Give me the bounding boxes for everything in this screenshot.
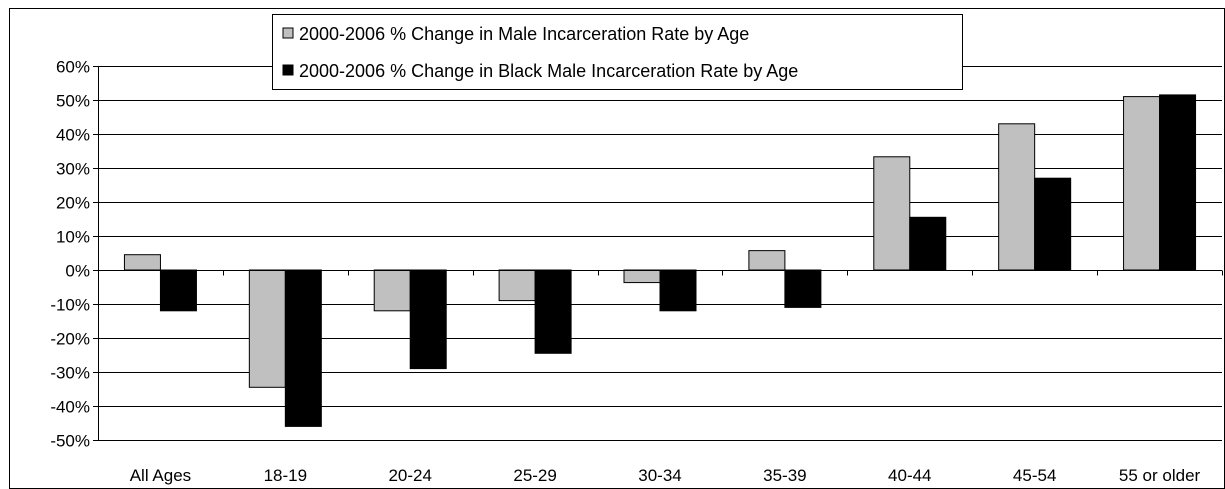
x-tick-label: 18-19: [264, 466, 307, 485]
bar-male: [123, 254, 161, 271]
legend-swatch-male: [282, 27, 294, 39]
y-axis-tick-labels: -50% -40% -30% -20% -10% 0% 10% 20% 30% 40% 50% 60%: [50, 58, 90, 451]
x-axis-tick-labels: All Ages 18-19 20-24 25-29 30-34 35-39 40-44 45…: [130, 466, 1201, 485]
bar-male: [998, 123, 1036, 271]
x-tick-label: 55 or older: [1119, 466, 1201, 485]
legend: 2000-2006 % Change in Male Incarceration…: [272, 14, 963, 90]
bar-black-male: [534, 269, 572, 354]
bar-male: [1123, 96, 1161, 271]
y-tick-label: 0%: [65, 262, 90, 281]
bar-black-male: [409, 269, 447, 370]
bar-male: [623, 269, 661, 284]
y-tick-label: 40%: [56, 126, 90, 145]
y-tick-label: 20%: [56, 194, 90, 213]
y-tick-label: -30%: [50, 364, 90, 383]
bar-black-male: [909, 216, 947, 271]
legend-label-black-male: 2000-2006 % Change in Black Male Incarce…: [299, 61, 798, 81]
y-tick-label: -40%: [50, 398, 90, 417]
bar-black-male: [784, 269, 822, 308]
y-tick-label: -20%: [50, 330, 90, 349]
legend-box: [272, 14, 963, 90]
x-tick-label: 20-24: [388, 466, 431, 485]
y-tick-label: 50%: [56, 92, 90, 111]
bar-male: [748, 250, 786, 271]
x-tick-label: 35-39: [763, 466, 806, 485]
x-tick-label: 40-44: [888, 466, 931, 485]
bar-black-male: [284, 269, 322, 427]
y-tick-label: 60%: [56, 58, 90, 77]
y-tick-label: -50%: [50, 432, 90, 451]
legend-swatch-black-male: [282, 64, 294, 76]
x-tick-label: All Ages: [130, 466, 191, 485]
bars: [123, 94, 1197, 427]
bar-male: [498, 269, 536, 302]
x-tick-label: 30-34: [638, 466, 681, 485]
bar-black-male: [159, 269, 197, 312]
y-tick-label: 30%: [56, 160, 90, 179]
bar-black-male: [659, 269, 697, 312]
bar-male: [873, 156, 911, 271]
axes: [93, 66, 1223, 441]
y-tick-label: -10%: [50, 296, 90, 315]
bar-male: [248, 269, 286, 388]
y-tick-label: 10%: [56, 228, 90, 247]
bar-male: [373, 269, 411, 312]
legend-label-male: 2000-2006 % Change in Male Incarceration…: [299, 24, 749, 44]
x-tick-label: 25-29: [513, 466, 556, 485]
bar-black-male: [1159, 94, 1197, 271]
bar-black-male: [1034, 177, 1072, 271]
x-tick-label: 45-54: [1013, 466, 1056, 485]
